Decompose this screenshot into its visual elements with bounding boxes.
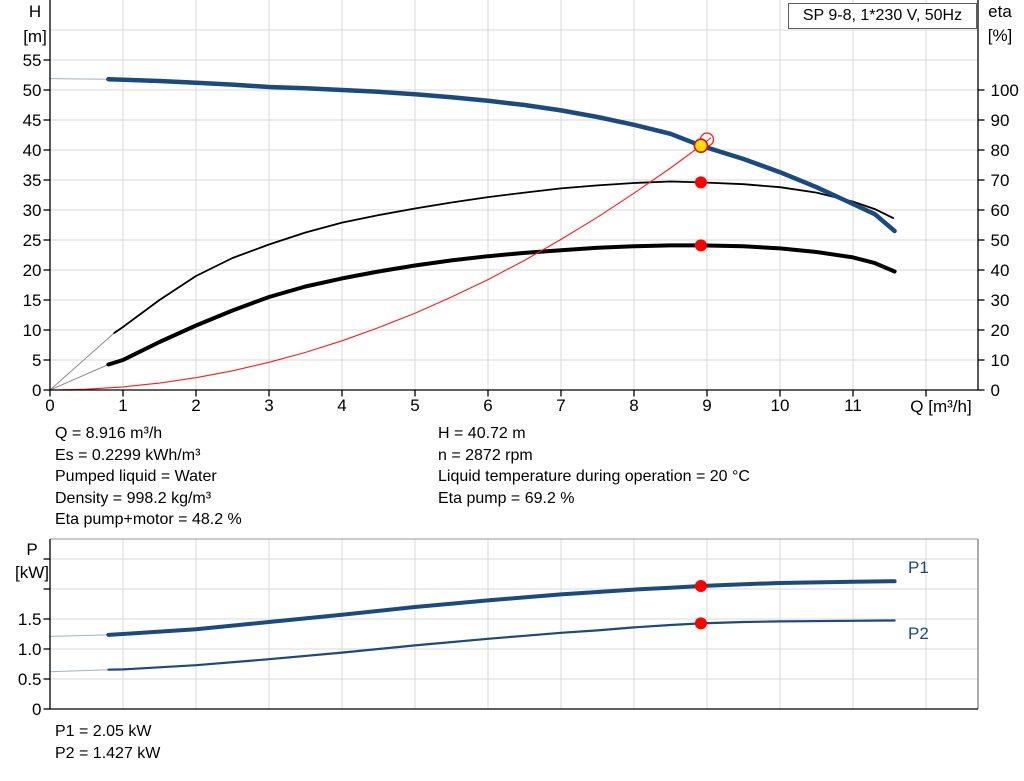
eta-axis-unit-label: eta [%]	[977, 2, 1023, 46]
h-axis-symbol: H	[28, 2, 42, 21]
q-tick-label: 0	[45, 396, 54, 415]
annotation-p1: P1 = 2.05 kW	[55, 723, 152, 740]
p-axis-symbol: P	[26, 540, 38, 559]
p-axis-unit-label: P [kW]	[10, 540, 54, 583]
eta-tick-label: 60	[991, 201, 1010, 220]
p2-curve-lead	[49, 669, 109, 673]
q-tick-label: 9	[702, 396, 711, 415]
p-tick-label: 1.5	[18, 610, 42, 629]
eta-axis-unit: [%]	[987, 26, 1013, 45]
eta-tick-label: 80	[991, 141, 1010, 160]
h-tick-label: 10	[23, 321, 42, 340]
h-axis-unit-label: H [m]	[14, 2, 56, 47]
q-tick-label: 10	[771, 396, 790, 415]
eta-tick-label: 70	[991, 171, 1010, 190]
h-tick-label: 55	[23, 51, 42, 70]
h-tick-label: 45	[23, 111, 42, 130]
p-axis-unit: [kW]	[15, 563, 49, 582]
h-tick-label: 25	[23, 231, 42, 250]
q-tick-label: 6	[483, 396, 492, 415]
eta-tick-label: 40	[991, 261, 1010, 280]
annotation-head: H = 40.72 m	[438, 425, 526, 442]
annotation-speed: n = 2872 rpm	[438, 446, 533, 464]
p1-curve-lead	[49, 634, 109, 637]
q-axis-label: Q [m³/h]	[910, 397, 972, 416]
annotation-liquid-temperature: Liquid temperature during operation = 20…	[438, 468, 750, 485]
annotation-eta-pump-motor: Eta pump+motor = 48.2 %	[55, 511, 242, 528]
pump-model-box: SP 9-8, 1*230 V, 50Hz	[788, 3, 977, 29]
eta-pump-motor-curve-lead	[49, 364, 109, 391]
q-tick-label: 2	[191, 396, 200, 415]
h-tick-label: 35	[23, 171, 42, 190]
p1-curve	[106, 579, 897, 637]
q-tick-label: 1	[118, 396, 127, 415]
h-tick-label: 40	[23, 141, 42, 160]
eta-tick-label: 20	[991, 321, 1010, 340]
p-tick-label: 0.5	[18, 670, 42, 689]
annotation-pumped-liquid: Pumped liquid = Water	[55, 468, 217, 485]
eta-tick-label: 30	[991, 291, 1010, 310]
q-tick-label: 5	[410, 396, 419, 415]
eta-tick-label: 50	[991, 231, 1010, 250]
p2-curve	[107, 619, 896, 671]
p-tick-label: 1.0	[18, 640, 42, 659]
h-tick-label: 15	[23, 291, 42, 310]
h-axis-unit: [m]	[23, 27, 47, 46]
top-series	[49, 76, 897, 391]
h-tick-label: 30	[23, 201, 42, 220]
q-tick-label: 11	[844, 396, 862, 415]
annotation-left-column: Q = 8.916 m³/h Es = 0.2299 kWh/m³ Pumped…	[55, 423, 242, 531]
bottom-grid	[50, 539, 978, 709]
h-tick-label: 50	[23, 81, 42, 100]
h-tick-label: 0	[32, 381, 41, 400]
qh-eta-chart: 0510152025303540455055010203040506070809…	[23, 0, 1019, 415]
q-tick-label: 4	[337, 396, 346, 415]
h-tick-label: 20	[23, 261, 42, 280]
annotation-flow: Q = 8.916 m³/h	[55, 425, 163, 442]
eta-tick-label: 0	[991, 381, 1000, 400]
eta-pump-point	[694, 176, 707, 189]
head-curve-lead	[49, 78, 109, 80]
head-curve	[106, 76, 897, 234]
q-tick-label: 7	[556, 396, 565, 415]
system-curve	[49, 137, 712, 391]
eta-tick-label: 10	[991, 351, 1010, 370]
h-tick-label: 5	[32, 351, 41, 370]
annotation-power-column: P1 = 2.05 kW P2 = 1.427 kW	[55, 721, 160, 764]
annotation-right-column: H = 40.72 m n = 2872 rpm Liquid temperat…	[438, 423, 750, 509]
top-grid	[50, 0, 978, 390]
p1-curve-label: P1	[908, 558, 929, 577]
p-tick-label: 0	[32, 700, 41, 719]
eta-axis-symbol: eta	[988, 2, 1012, 21]
eta-pump-curve	[113, 180, 895, 334]
eta-pump-motor-point	[694, 239, 707, 252]
q-tick-label: 8	[629, 396, 638, 415]
annotation-density: Density = 998.2 kg/m³	[55, 489, 212, 507]
p2-curve-label: P2	[908, 624, 929, 643]
annotation-specific-energy: Es = 0.2299 kWh/m³	[55, 446, 201, 464]
p2-point	[694, 617, 707, 630]
eta-pump-curve-lead	[49, 332, 115, 391]
eta-pump-motor-curve	[106, 243, 897, 367]
eta-tick-label: 100	[991, 81, 1019, 100]
p1-point	[694, 580, 707, 592]
duty-point	[693, 138, 709, 153]
top-markers	[693, 132, 715, 252]
pump-model-text: SP 9-8, 1*230 V, 50Hz	[802, 7, 963, 24]
annotation-p2: P2 = 1.427 kW	[55, 744, 161, 762]
annotation-eta-pump: Eta pump = 69.2 %	[438, 489, 575, 507]
power-chart: 0 0.5 1.0 1.5	[18, 538, 979, 719]
top-axes: 0510152025303540455055010203040506070809…	[23, 0, 1019, 415]
eta-tick-label: 90	[991, 111, 1010, 130]
q-tick-label: 3	[264, 396, 273, 415]
bottom-series	[49, 579, 897, 673]
bottom-markers	[694, 580, 707, 630]
bottom-axes: 0 0.5 1.0 1.5	[18, 538, 979, 719]
